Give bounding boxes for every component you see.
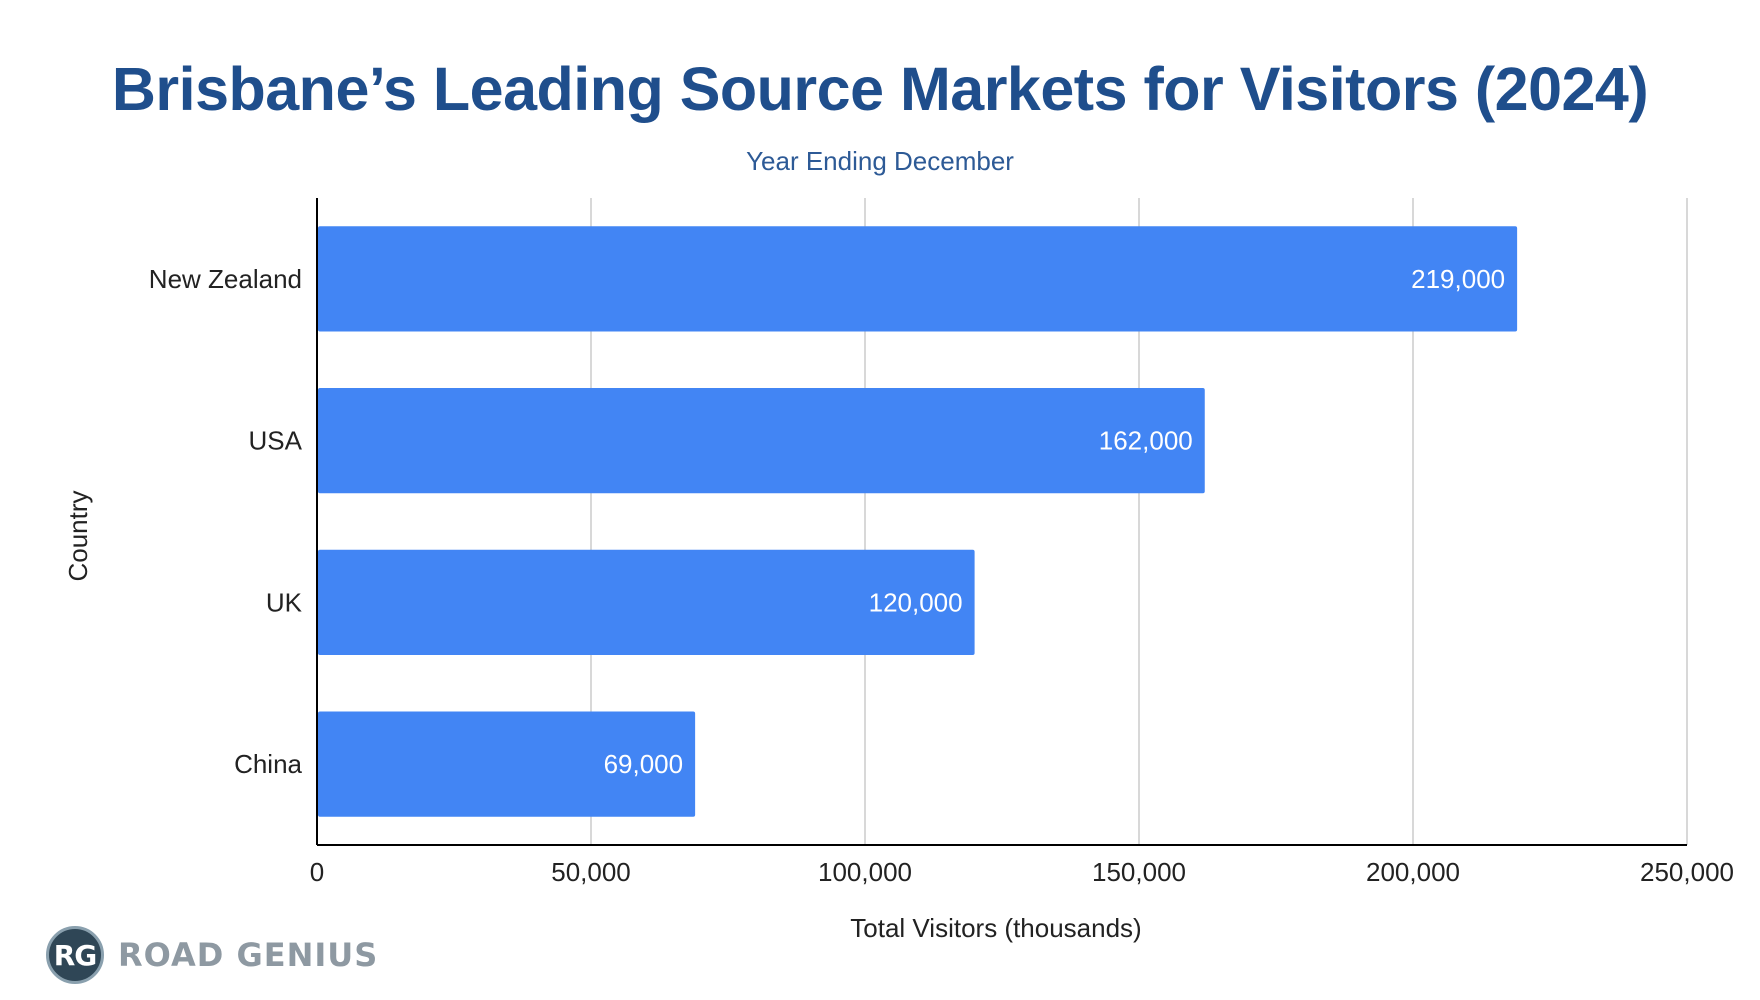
x-tick-label: 250,000	[1640, 857, 1734, 887]
bar-value-label: 219,000	[1411, 264, 1505, 294]
axes	[316, 198, 1687, 846]
bar-china	[318, 711, 696, 817]
x-tick-label: 0	[310, 857, 324, 887]
bar-usa	[318, 388, 1205, 494]
brand-logo: RG ROAD GENIUS	[46, 926, 378, 984]
bar-value-label: 120,000	[869, 587, 963, 617]
x-tick-label: 150,000	[1092, 857, 1186, 887]
y-tick-label: New Zealand	[149, 264, 302, 294]
chart-subtitle: Year Ending December	[746, 146, 1014, 176]
bar-value-label: 69,000	[604, 749, 684, 779]
y-tick-label: China	[234, 749, 302, 779]
logo-text: ROAD GENIUS	[118, 936, 379, 974]
x-axis-title: Total Visitors (thousands)	[850, 913, 1141, 943]
bar-value-label: 162,000	[1099, 426, 1193, 456]
y-tick-label: UK	[266, 587, 303, 617]
chart-title: Brisbane’s Leading Source Markets for Vi…	[111, 55, 1649, 123]
y-tick-label: USA	[249, 426, 303, 456]
bar-uk	[318, 549, 975, 655]
x-tick-label: 50,000	[551, 857, 631, 887]
bar-new-zealand	[318, 226, 1518, 332]
bars	[318, 226, 1518, 817]
y-axis-title: Country	[63, 490, 93, 581]
x-tick-label: 100,000	[818, 857, 912, 887]
labels: 0 50,000 100,000 150,000 200,000 250,000 219,0…	[149, 264, 1734, 887]
x-tick-label: 200,000	[1366, 857, 1460, 887]
logo-badge-icon: RG	[46, 926, 104, 984]
